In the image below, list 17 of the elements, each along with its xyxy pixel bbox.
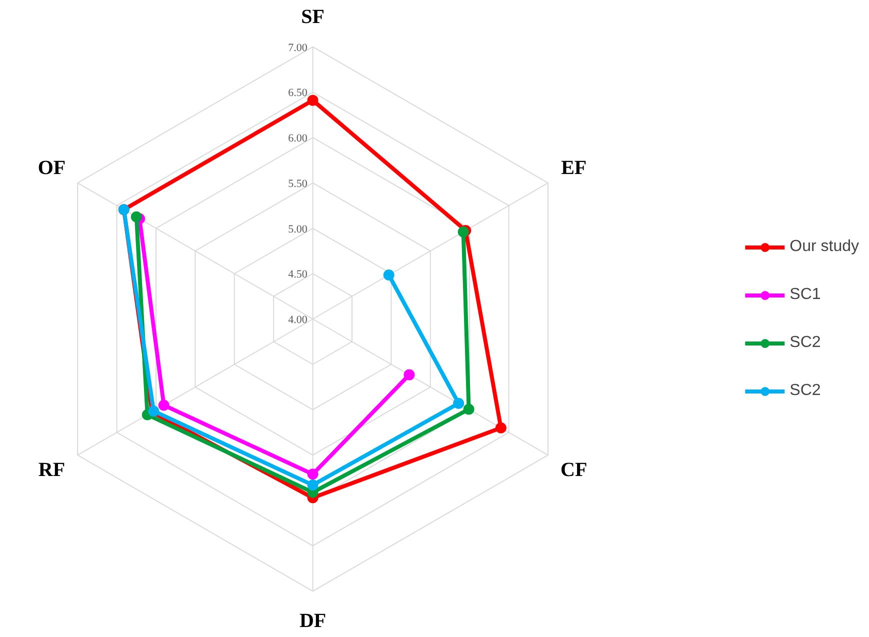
spoke-label: EF <box>561 156 587 179</box>
y-tick-label: 4.00 <box>288 314 308 326</box>
y-tick-label: 6.50 <box>288 87 308 100</box>
y-tick-label: 5.50 <box>288 178 308 190</box>
legend-label: Our study <box>790 238 859 256</box>
spoke-label: DF <box>299 610 326 632</box>
spoke-label: SF <box>301 6 324 28</box>
legend-label: SC2 <box>790 382 821 400</box>
y-tick-label: 5.00 <box>288 223 308 236</box>
spoke-label: RF <box>38 459 66 482</box>
y-tick-label: 4.50 <box>288 268 308 281</box>
legend-label: SC1 <box>790 286 821 304</box>
y-tick-label: 6.00 <box>288 132 308 145</box>
legend-label: SC2 <box>790 334 821 352</box>
y-tick-label: 7.00 <box>288 42 308 54</box>
spoke-label: OF <box>38 156 66 179</box>
spoke-label: CF <box>560 459 588 482</box>
